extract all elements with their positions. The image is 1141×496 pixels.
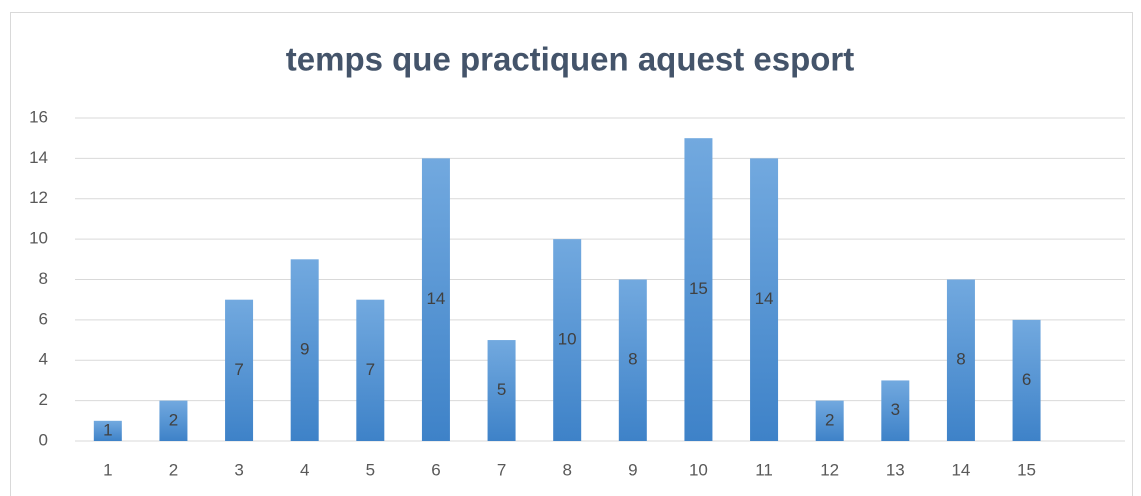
x-tick-label: 7 xyxy=(497,460,506,479)
y-tick-label: 14 xyxy=(29,148,48,167)
x-tick-label: 1 xyxy=(103,460,112,479)
data-label: 6 xyxy=(1022,370,1031,389)
x-tick-label: 3 xyxy=(234,460,243,479)
data-label: 14 xyxy=(426,289,445,308)
data-label: 1 xyxy=(103,420,112,439)
bar xyxy=(750,158,779,441)
y-tick-label: 2 xyxy=(39,390,48,409)
data-label: 14 xyxy=(755,289,774,308)
y-tick-label: 6 xyxy=(39,309,48,328)
y-tick-label: 12 xyxy=(29,188,48,207)
x-tick-label: 14 xyxy=(951,460,970,479)
bar xyxy=(684,138,713,441)
data-label: 5 xyxy=(497,380,506,399)
x-tick-label: 11 xyxy=(755,460,773,479)
bar xyxy=(225,299,254,441)
chart-title: temps que practiquen aquest esport xyxy=(286,41,854,78)
x-tick-label: 2 xyxy=(169,460,178,479)
bar xyxy=(487,340,516,441)
x-tick-label: 9 xyxy=(628,460,637,479)
bar xyxy=(159,400,188,441)
data-label: 15 xyxy=(689,279,708,298)
bar xyxy=(356,299,385,441)
bar xyxy=(1012,319,1041,441)
bar xyxy=(881,380,910,441)
bar xyxy=(815,400,844,441)
x-tick-label: 15 xyxy=(1017,460,1036,479)
x-tick-label: 4 xyxy=(300,460,309,479)
x-tick-label: 6 xyxy=(431,460,440,479)
x-tick-label: 5 xyxy=(366,460,375,479)
y-tick-label: 0 xyxy=(39,430,48,449)
bar xyxy=(946,279,975,441)
y-tick-label: 8 xyxy=(39,269,48,288)
data-label: 9 xyxy=(300,340,309,359)
data-label: 8 xyxy=(956,350,965,369)
data-label: 7 xyxy=(366,360,375,379)
y-tick-label: 16 xyxy=(29,107,48,126)
data-label: 8 xyxy=(628,350,637,369)
data-label: 3 xyxy=(891,400,900,419)
y-tick-label: 4 xyxy=(39,350,48,369)
x-tick-label: 8 xyxy=(562,460,571,479)
bar xyxy=(618,279,647,441)
x-tick-label: 10 xyxy=(689,460,708,479)
y-tick-label: 10 xyxy=(29,229,48,248)
data-label: 7 xyxy=(234,360,243,379)
bar xyxy=(290,259,319,441)
bar xyxy=(421,158,450,441)
x-tick-label: 12 xyxy=(820,460,839,479)
data-label: 10 xyxy=(558,330,577,349)
data-label: 2 xyxy=(169,410,178,429)
bar xyxy=(93,420,122,441)
x-tick-label: 13 xyxy=(886,460,905,479)
bar xyxy=(553,239,582,441)
data-label: 2 xyxy=(825,410,834,429)
